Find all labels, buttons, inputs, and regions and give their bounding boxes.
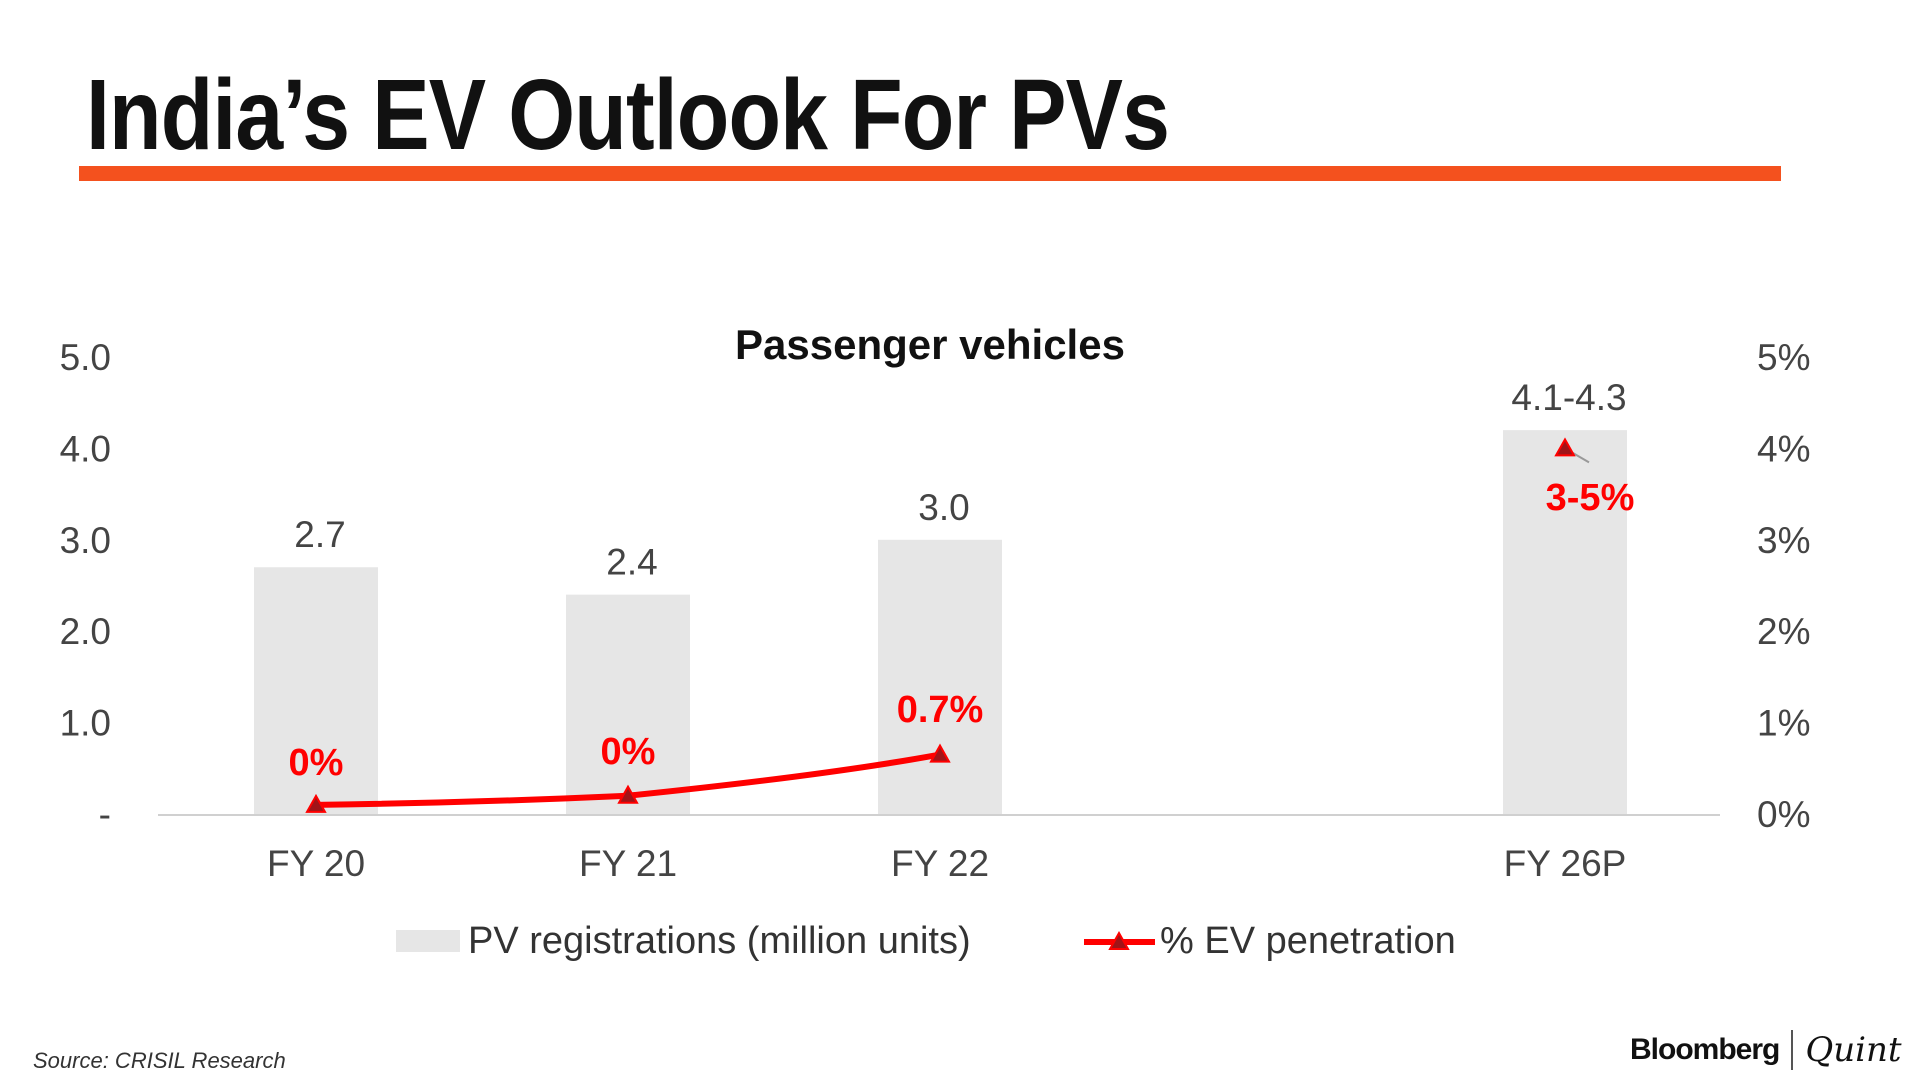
legend-label-bars: PV registrations (million units) <box>468 920 971 962</box>
bar-value-label: 4.1-4.3 <box>1511 377 1626 418</box>
x-axis-tick: FY 21 <box>579 843 677 884</box>
left-axis-tick: 3.0 <box>60 520 111 561</box>
left-axis-tick: 5.0 <box>60 337 111 378</box>
right-axis-tick: 3% <box>1757 520 1810 561</box>
bar <box>1503 430 1627 814</box>
triangle-marker <box>617 784 639 804</box>
logo-brand: Bloomberg <box>1630 1033 1780 1066</box>
bar <box>254 567 378 814</box>
triangle-marker <box>929 743 951 763</box>
right-axis-tick: 0% <box>1757 794 1810 835</box>
title-underline <box>79 166 1781 181</box>
source-note: Source: CRISIL Research <box>33 1048 286 1073</box>
line-value-label: 0.7% <box>897 689 984 731</box>
right-axis-tick: 2% <box>1757 611 1810 652</box>
logo-divider <box>1791 1030 1794 1070</box>
bar-value-label: 3.0 <box>918 487 969 528</box>
logo-sub: Quint <box>1805 1030 1902 1070</box>
left-axis-tick: 4.0 <box>60 428 111 469</box>
left-axis-tick: 1.0 <box>60 703 111 744</box>
legend-label-line: % EV penetration <box>1160 920 1456 962</box>
page-title: India’s EV Outlook For PVs <box>86 59 1170 171</box>
chart-title: Passenger vehicles <box>735 321 1125 368</box>
x-axis-tick: FY 26P <box>1504 843 1627 884</box>
x-axis-tick: FY 22 <box>891 843 989 884</box>
right-axis-tick: 1% <box>1757 703 1810 744</box>
line-value-label: 0% <box>289 742 344 784</box>
triangle-marker <box>305 793 327 813</box>
bar-value-label: 2.7 <box>294 514 345 555</box>
legend-swatch-bars <box>396 930 460 952</box>
bar-value-label: 2.4 <box>606 542 657 583</box>
left-axis-tick: - <box>99 794 111 835</box>
line-value-label: 3-5% <box>1546 477 1635 519</box>
line-value-label: 0% <box>601 731 656 773</box>
bloomberg-quint-logo: Bloomberg Quint <box>1630 1028 1902 1072</box>
bar <box>878 539 1002 814</box>
bar <box>566 594 690 814</box>
triangle-marker <box>1554 437 1576 457</box>
x-axis-tick: FY 20 <box>267 843 365 884</box>
left-axis-tick: 2.0 <box>60 611 111 652</box>
right-axis-tick: 4% <box>1757 428 1810 469</box>
right-axis-tick: 5% <box>1757 337 1810 378</box>
legend-triangle-icon <box>1108 930 1130 950</box>
